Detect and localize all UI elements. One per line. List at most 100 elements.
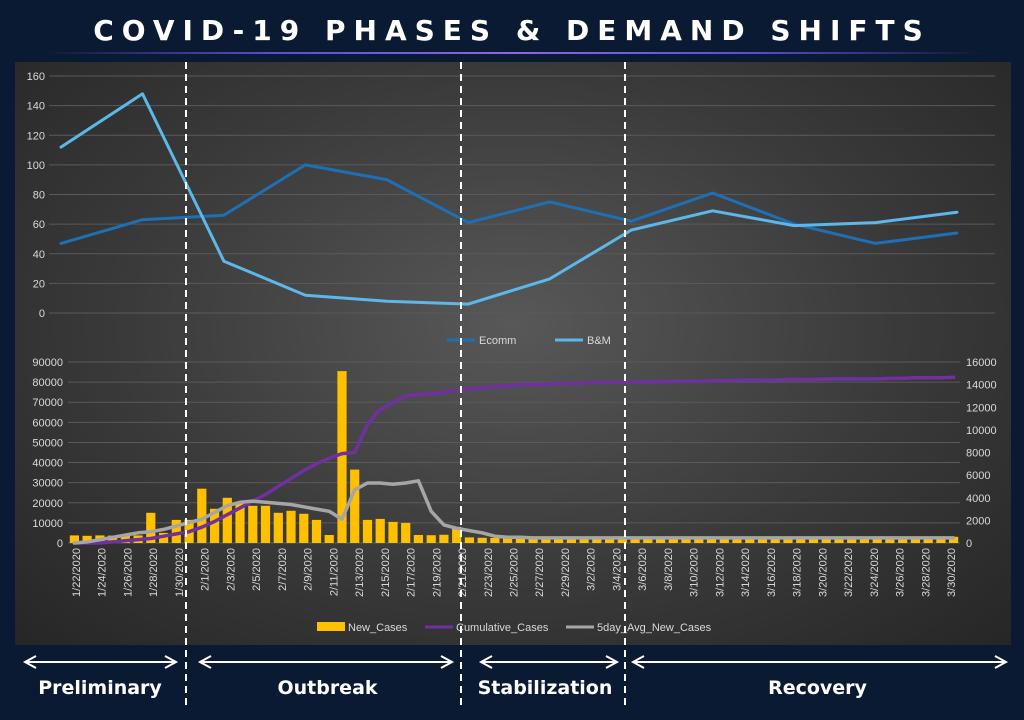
- bar-new-cases: [745, 537, 755, 543]
- bottom-x-tick-label: 2/23/2020: [483, 548, 495, 597]
- bar-new-cases: [719, 537, 729, 543]
- bar-new-cases: [299, 513, 309, 543]
- bottom-x-tick-label: 2/19/2020: [431, 548, 443, 597]
- series-line-cumulative-cases: [72, 375, 956, 545]
- bottom-x-tick-label: 1/30/2020: [174, 548, 186, 597]
- bottom-x-tick-label: 3/20/2020: [817, 548, 829, 597]
- bar-new-cases: [324, 535, 334, 543]
- series-line-5day-avg-new-cases: [72, 479, 956, 545]
- bar-new-cases: [949, 536, 959, 543]
- bottom-y-tick-label: 50000: [32, 437, 63, 449]
- phase-label-preliminary: Preliminary: [38, 677, 162, 699]
- bottom-chart-series: [72, 375, 956, 545]
- bottom-x-tick-label: 3/18/2020: [792, 548, 804, 597]
- bar-new-cases: [898, 536, 908, 543]
- top-y-tick-label: 140: [27, 101, 45, 113]
- top-y-tick-label: 0: [39, 308, 45, 320]
- bottom-y2-tick-label: 2000: [966, 515, 990, 527]
- bottom-x-tick-label: 3/12/2020: [714, 548, 726, 597]
- bottom-chart-x-axis: 1/22/2020 1/24/2020 1/26/2020 1/28/2020 1/30…: [71, 548, 958, 597]
- bar-new-cases: [528, 537, 538, 543]
- bottom-y2-tick-label: 10000: [966, 425, 997, 437]
- bar-new-cases: [210, 508, 220, 543]
- bottom-x-tick-label: 2/17/2020: [406, 548, 418, 597]
- combined-chart: 160 140 120 100 80 60 40 20 0 Ecomm B&M 90000 8000…: [27, 71, 997, 634]
- bar-new-cases: [732, 536, 742, 543]
- bar-new-cases: [808, 537, 819, 543]
- top-y-tick-label: 120: [27, 130, 45, 142]
- bar-new-cases: [643, 537, 653, 543]
- bar-new-cases: [477, 537, 487, 543]
- bar-new-cases: [82, 535, 92, 543]
- bar-new-cases: [260, 505, 271, 543]
- bar-new-cases: [910, 536, 920, 543]
- page-title: COVID-19 PHASES & DEMAND SHIFTS: [93, 14, 931, 47]
- bottom-x-tick-label: 2/13/2020: [354, 548, 366, 597]
- bar-new-cases: [235, 502, 245, 543]
- top-y-tick-label: 60: [33, 219, 45, 231]
- series-line-b-m: [59, 92, 959, 306]
- top-y-tick-label: 20: [33, 278, 45, 290]
- bottom-x-tick-label: 3/2/2020: [586, 548, 598, 591]
- bottom-chart-legend: New_Cases Cumulative_Cases 5day_Avg_New_Ca…: [317, 622, 712, 634]
- bottom-y-tick-label: 10000: [32, 518, 63, 530]
- top-y-tick-label: 40: [33, 249, 45, 261]
- bar-new-cases: [452, 526, 462, 543]
- phase-arrowhead-left-recovery: [630, 655, 645, 669]
- bottom-y2-tick-label: 16000: [966, 357, 997, 369]
- bar-new-cases: [694, 537, 704, 543]
- bar-new-cases: [413, 535, 423, 543]
- bar-new-cases: [885, 536, 895, 543]
- bottom-x-tick-label: 1/26/2020: [122, 548, 134, 597]
- chart-panel: 160 140 120 100 80 60 40 20 0 Ecomm B&M 90000 8000…: [15, 62, 1011, 645]
- bottom-x-tick-label: 3/16/2020: [766, 548, 778, 597]
- bar-new-cases: [171, 519, 181, 543]
- phase-arrowhead-right-stabilization: [605, 655, 620, 669]
- bar-new-cases: [834, 536, 844, 543]
- bar-new-cases: [337, 371, 347, 543]
- bar-new-cases: [375, 518, 385, 543]
- phase-arrowhead-right-outbreak: [440, 655, 455, 669]
- phase-arrowhead-left-preliminary: [22, 655, 37, 669]
- bottom-y-tick-label: 30000: [32, 478, 63, 490]
- phase-label-outbreak: Outbreak: [277, 677, 378, 699]
- bottom-x-tick-label: 2/29/2020: [560, 548, 572, 597]
- bottom-x-tick-label: 3/28/2020: [920, 548, 932, 597]
- bar-new-cases: [490, 538, 500, 543]
- bottom-x-tick-label: 3/10/2020: [689, 548, 701, 597]
- bar-new-cases: [146, 512, 156, 543]
- bar-new-cases: [286, 510, 296, 543]
- legend-swatch-new-cases: [317, 622, 345, 631]
- series-line-ecomm: [59, 163, 959, 245]
- bottom-x-tick-label: 3/4/2020: [611, 548, 623, 591]
- bar-new-cases: [362, 519, 373, 543]
- bar-new-cases: [248, 505, 258, 543]
- bottom-x-tick-label: 2/15/2020: [380, 548, 392, 597]
- phase-label-stabilization: Stabilization: [477, 677, 613, 699]
- bar-new-cases: [859, 537, 869, 543]
- bar-new-cases: [273, 512, 283, 543]
- bar-new-cases: [783, 537, 793, 543]
- phase-arrowhead-left-outbreak: [197, 655, 212, 669]
- bottom-y-tick-label: 80000: [32, 377, 63, 389]
- bottom-y-tick-label: 90000: [32, 357, 63, 369]
- legend-label-new-cases: New_Cases: [348, 622, 408, 634]
- bar-new-cases: [566, 537, 576, 543]
- bottom-x-tick-label: 2/27/2020: [534, 548, 546, 597]
- bar-new-cases: [197, 488, 207, 543]
- bar-new-cases: [605, 537, 615, 543]
- bar-new-cases: [757, 537, 768, 543]
- bottom-chart-y-axis-right: 16000 14000 12000 10000 8000 6000 4000 2000 0: [966, 357, 997, 550]
- bar-new-cases: [222, 497, 232, 544]
- bar-new-cases: [821, 537, 831, 543]
- bar-new-cases: [554, 537, 564, 543]
- bar-new-cases: [796, 537, 806, 543]
- top-chart-y-axis: 160 140 120 100 80 60 40 20 0: [27, 71, 45, 320]
- legend-label-5day-avg-new-cases: 5day_Avg_New_Cases: [597, 622, 712, 634]
- bottom-y-tick-label: 40000: [32, 458, 63, 470]
- legend-label-ecomm: Ecomm: [479, 335, 516, 347]
- bottom-x-tick-label: 2/25/2020: [509, 548, 521, 597]
- bar-new-cases: [311, 519, 322, 543]
- bottom-x-tick-label: 1/24/2020: [97, 548, 109, 597]
- bar-new-cases: [630, 537, 640, 543]
